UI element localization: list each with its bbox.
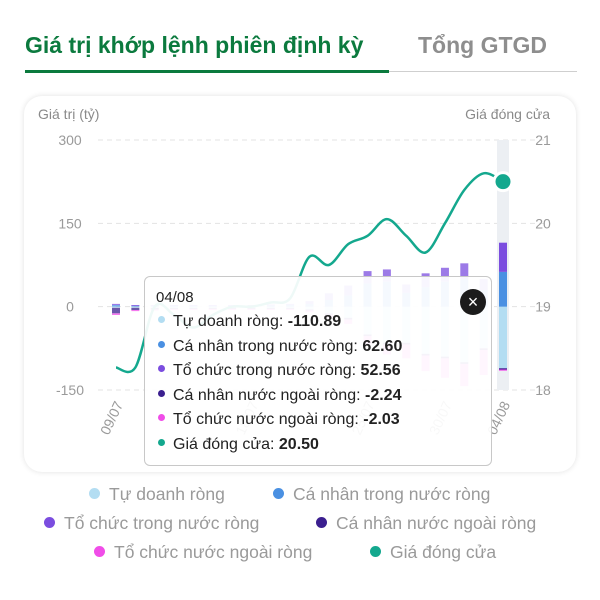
y-left-tick-label: 150 xyxy=(58,215,82,231)
active-tab-indicator xyxy=(25,70,389,73)
tooltip-value: 62.60 xyxy=(362,337,403,355)
tooltip-value: 52.56 xyxy=(360,362,401,379)
legend-dot xyxy=(273,487,284,499)
bar-ca_nhan_trong_nuoc xyxy=(112,305,120,307)
bar-to_chuc_trong_nuoc xyxy=(440,267,449,282)
y-right-tick-label: 19 xyxy=(535,299,551,315)
bar-to_chuc_trong_nuoc xyxy=(131,305,140,306)
legend-label: Tự doanh ròng xyxy=(109,484,225,504)
y-right-tick-label: 21 xyxy=(535,132,551,148)
legend-label: Cá nhân nước ngoài ròng xyxy=(336,513,537,533)
tooltip-date: 04/08 xyxy=(156,289,194,306)
legend-label: Tổ chức trong nước ròng xyxy=(64,513,260,533)
bar-to_chuc_trong_nuoc xyxy=(460,263,469,279)
y-left-tick-label: 0 xyxy=(66,299,74,315)
bar-ca_nhan_trong_nuoc xyxy=(131,305,140,307)
tooltip-value: -2.24 xyxy=(365,386,402,404)
legend-label: Tổ chức nước ngoài ròng xyxy=(114,542,313,562)
y-ticks: 300 21 150 20 0 19 -150 18 xyxy=(56,132,551,398)
legend-item-ca_nhan_trong_nuoc[interactable]: Cá nhân trong nước ròng xyxy=(273,484,490,505)
tooltip-row-tu_doanh: Tự doanh ròng: -110.89 xyxy=(158,313,341,331)
bar-to_chuc_nuoc_ngoai xyxy=(112,313,120,315)
tab-bar: Giá trị khớp lệnh phiên định kỳ Tổng GTG… xyxy=(0,0,600,76)
tab-divider xyxy=(389,71,577,72)
tooltip-row-to_chuc_nuoc_ngoai: Tổ chức nước ngoài ròng: -2.03 xyxy=(158,411,400,429)
bar-tu_doanh xyxy=(131,306,140,308)
y-right-axis-label: Giá đóng cửa xyxy=(465,106,550,122)
tooltip-row-to_chuc_trong_nuoc: Tổ chức trong nước ròng: 52.56 xyxy=(158,362,401,380)
bar-ca_nhan_nuoc_ngoai xyxy=(112,307,120,314)
legend-label: Giá đóng cửa xyxy=(390,542,497,562)
tooltip-row-ca_nhan_nuoc_ngoai: Cá nhân nước ngoài ròng: -2.24 xyxy=(158,387,401,405)
legend-dot xyxy=(316,516,327,528)
tooltip-value: -2.03 xyxy=(363,411,400,428)
bar-tu_doanh xyxy=(112,306,120,308)
data-tooltip: 04/08 × Tự doanh ròng: -110.89 Cá nhân tr… xyxy=(144,276,492,466)
tooltip-dot xyxy=(158,316,165,324)
bar-ca_nhan_nuoc_ngoai xyxy=(499,368,507,370)
legend-label: Cá nhân trong nước ròng xyxy=(293,484,491,504)
bar-to_chuc_trong_nuoc xyxy=(382,269,391,282)
legend-item-ca_nhan_nuoc_ngoai[interactable]: Cá nhân nước ngoài ròng xyxy=(316,513,536,534)
tooltip-label: Cá nhân nước ngoài ròng: xyxy=(173,386,365,404)
legend-dot xyxy=(44,516,55,528)
legend-item-tu_doanh[interactable]: Tự doanh ròng xyxy=(89,484,225,505)
y-left-tick-label: -150 xyxy=(56,382,84,398)
tooltip-dot xyxy=(158,438,165,446)
legend-item-gia_dong_cua[interactable]: Giá đóng cửa xyxy=(370,542,496,563)
tooltip-label: Tự doanh ròng: xyxy=(173,313,288,330)
tooltip-label: Tổ chức nước ngoài ròng: xyxy=(173,411,364,428)
bar-to_chuc_trong_nuoc xyxy=(112,303,120,305)
tooltip-row-gia_dong_cua: Giá đóng cửa: 20.50 xyxy=(158,436,319,454)
tooltip-dot xyxy=(158,414,165,422)
tooltip-label: Cá nhân trong nước ròng: xyxy=(173,337,363,355)
y-left-tick-label: 300 xyxy=(58,132,82,148)
legend-item-to_chuc_nuoc_ngoai[interactable]: Tổ chức nước ngoài ròng xyxy=(94,542,312,563)
x-tick-label: 09/07 xyxy=(97,398,126,437)
legend-dot xyxy=(94,545,105,557)
closing-price-marker xyxy=(492,171,514,193)
bar-ca_nhan_nuoc_ngoai xyxy=(131,307,140,310)
close-icon[interactable]: × xyxy=(460,289,486,315)
tooltip-value: 20.50 xyxy=(278,435,319,453)
tooltip-label: Giá đóng cửa: xyxy=(173,435,279,453)
bar-tu_doanh xyxy=(499,306,507,369)
bar-to_chuc_trong_nuoc xyxy=(499,242,507,272)
legend-dot xyxy=(370,545,381,557)
bar-to_chuc_nuoc_ngoai xyxy=(131,310,140,312)
tooltip-label: Tổ chức trong nước ròng: xyxy=(173,362,361,379)
y-right-tick-label: 20 xyxy=(535,215,551,231)
tooltip-value: -110.89 xyxy=(287,313,342,330)
y-left-axis-label: Giá trị (tỷ) xyxy=(38,106,99,122)
bar-ca_nhan_trong_nuoc xyxy=(499,271,507,307)
tab-khop-lenh-dinh-ky[interactable]: Giá trị khớp lệnh phiên định kỳ xyxy=(25,32,364,58)
bar-to_chuc_nuoc_ngoai xyxy=(499,369,507,371)
tooltip-dot xyxy=(158,340,165,348)
tooltip-row-ca_nhan_trong_nuoc: Cá nhân trong nước ròng: 62.60 xyxy=(158,338,402,356)
legend-dot xyxy=(89,487,100,499)
legend-item-to_chuc_trong_nuoc[interactable]: Tổ chức trong nước ròng xyxy=(44,513,259,534)
tab-tong-gtgd[interactable]: Tổng GTGD xyxy=(418,32,548,58)
tooltip-dot xyxy=(158,389,165,397)
y-right-tick-label: 18 xyxy=(535,382,551,398)
tooltip-dot xyxy=(158,365,165,373)
